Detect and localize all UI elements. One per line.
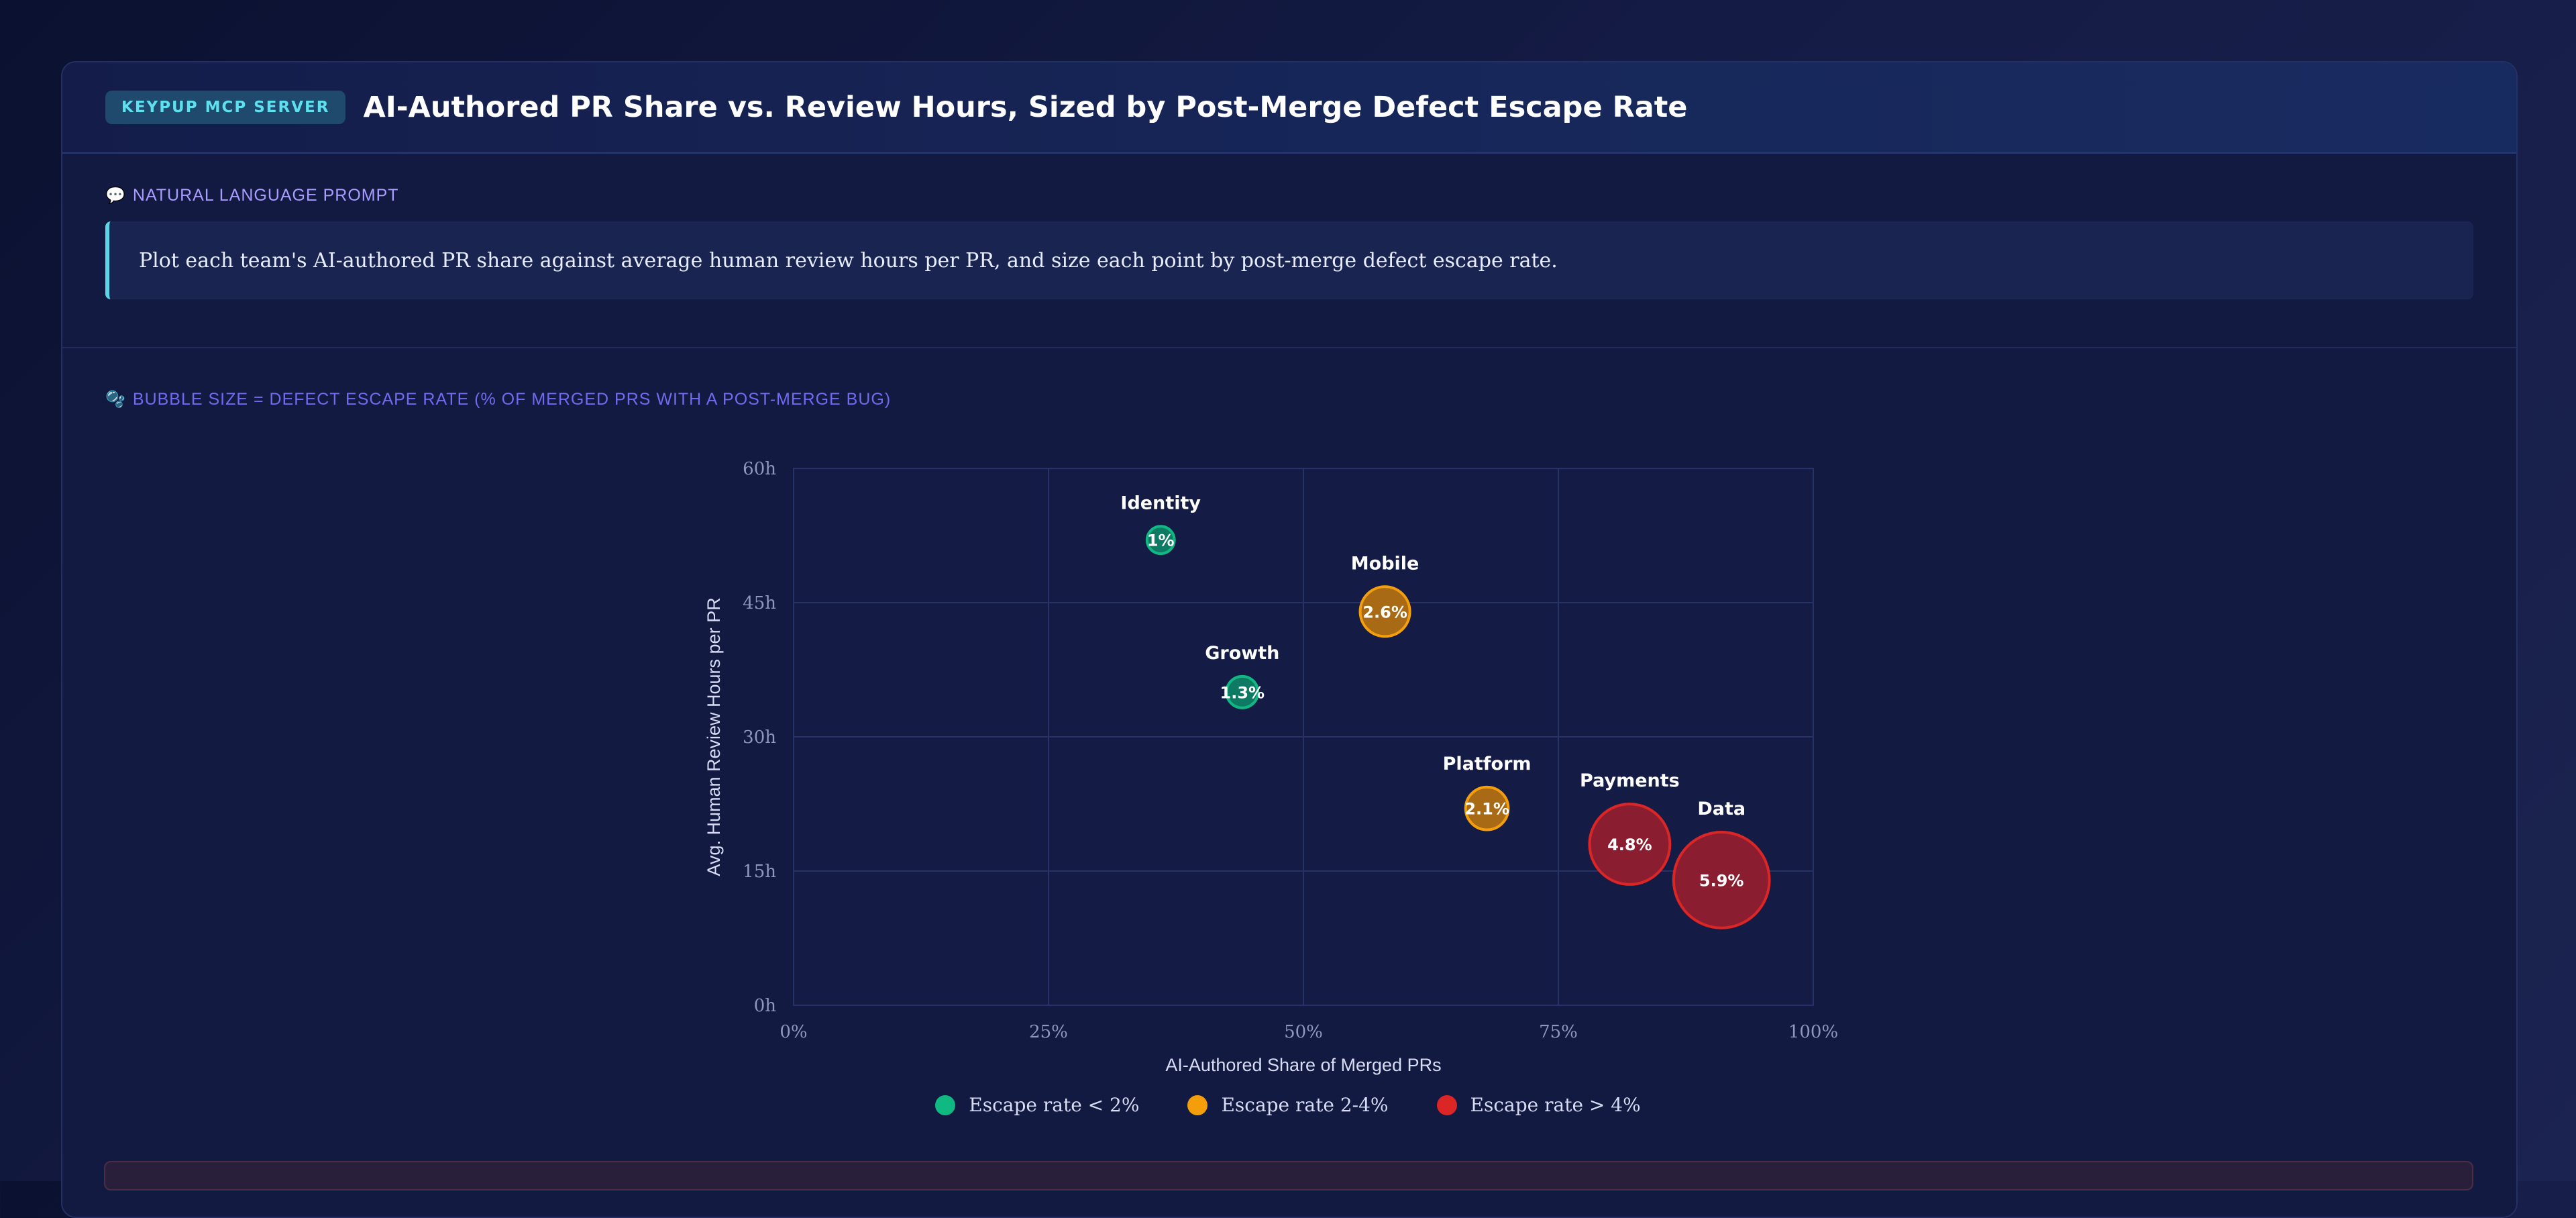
bubble-value-label: 1.3% xyxy=(1220,683,1265,702)
bubble-value-label: 1% xyxy=(1147,531,1175,550)
legend-swatch xyxy=(1436,1095,1457,1115)
team-label: Data xyxy=(1697,799,1746,819)
report-header: KEYPUP MCP SERVER AI-Authored PR Share v… xyxy=(62,62,2516,154)
legend-item-mid: Escape rate 2-4% xyxy=(1187,1094,1389,1116)
x-tick-label: 25% xyxy=(1029,1022,1068,1042)
legend-swatch xyxy=(935,1095,956,1115)
y-tick-label: 30h xyxy=(743,727,776,748)
y-tick-label: 60h xyxy=(743,459,776,479)
x-tick-label: 75% xyxy=(1539,1022,1578,1042)
bubble-value-label: 2.6% xyxy=(1362,603,1407,621)
y-axis-label: Avg. Human Review Hours per PR xyxy=(704,597,724,876)
prompt-label-text: NATURAL LANGUAGE PROMPT xyxy=(132,186,399,205)
team-label: Platform xyxy=(1443,754,1532,774)
bubble-mobile xyxy=(1358,585,1411,638)
legend-label: Escape rate > 4% xyxy=(1470,1094,1641,1116)
bubble-identity xyxy=(1145,525,1176,556)
y-tick-label: 0h xyxy=(754,996,777,1016)
legend-swatch xyxy=(1187,1095,1208,1115)
legend-label: Escape rate < 2% xyxy=(969,1094,1140,1116)
chart-section: 🫧 BUBBLE SIZE = DEFECT ESCAPE RATE (% OF… xyxy=(62,348,2516,409)
bubble-value-label: 5.9% xyxy=(1699,871,1744,890)
bubble-data xyxy=(1672,830,1771,929)
chart-legend: Escape rate < 2% Escape rate 2-4% Escape r… xyxy=(0,1094,2576,1116)
team-label: Payments xyxy=(1580,770,1680,791)
team-label: Mobile xyxy=(1351,553,1419,574)
legend-label: Escape rate 2-4% xyxy=(1221,1094,1389,1116)
prompt-text-box: Plot each team's AI-authored PR share ag… xyxy=(105,221,2473,299)
chart-section-label-text: BUBBLE SIZE = DEFECT ESCAPE RATE (% OF M… xyxy=(132,390,892,409)
legend-item-low: Escape rate < 2% xyxy=(935,1094,1139,1116)
legend-item-high: Escape rate > 4% xyxy=(1436,1094,1641,1116)
chart-section-label: 🫧 BUBBLE SIZE = DEFECT ESCAPE RATE (% OF… xyxy=(105,390,2473,409)
bubble-value-label: 4.8% xyxy=(1607,835,1652,854)
team-label: Identity xyxy=(1120,493,1201,513)
bubble-value-label: 2.1% xyxy=(1464,800,1509,819)
server-badge: KEYPUP MCP SERVER xyxy=(105,91,346,124)
scatter-chart: 0% 25% 50% 75% 100% 0h 15h 30h 45h 60h AI-Authored… xyxy=(704,459,1838,1075)
report-card: KEYPUP MCP SERVER AI-Authored PR Share v… xyxy=(61,61,2518,1218)
bubble-payments xyxy=(1588,803,1672,886)
bubble-growth xyxy=(1225,674,1260,709)
prompt-label: 💬 NATURAL LANGUAGE PROMPT xyxy=(105,186,2473,205)
page-title: AI-Authored PR Share vs. Review Hours, S… xyxy=(363,91,1688,124)
x-tick-label: 100% xyxy=(1788,1022,1838,1042)
prompt-text: Plot each team's AI-authored PR share ag… xyxy=(139,248,1558,272)
bubbles-icon: 🫧 xyxy=(105,391,126,409)
bubble-platform xyxy=(1464,785,1510,831)
y-tick-label: 45h xyxy=(743,593,776,613)
speech-bubble-icon: 💬 xyxy=(105,187,126,205)
prompt-section: 💬 NATURAL LANGUAGE PROMPT Plot each team… xyxy=(62,154,2516,348)
team-label: Growth xyxy=(1205,643,1279,664)
y-tick-label: 15h xyxy=(743,862,776,882)
x-tick-label: 0% xyxy=(780,1022,807,1042)
x-axis-label: AI-Authored Share of Merged PRs xyxy=(1165,1055,1441,1075)
x-tick-label: 50% xyxy=(1284,1022,1323,1042)
